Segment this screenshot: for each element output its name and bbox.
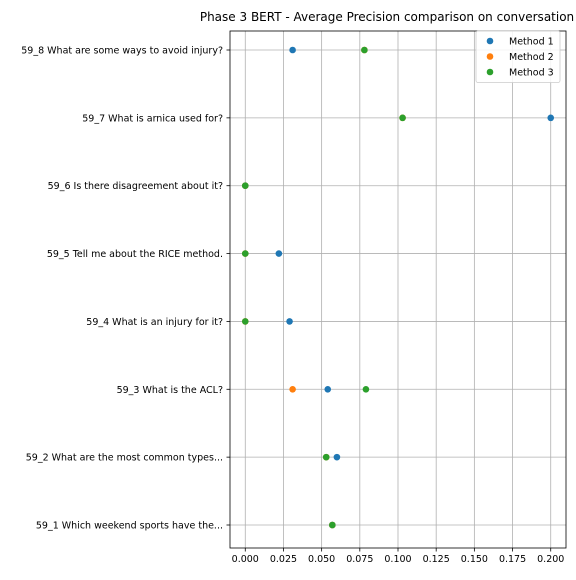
data-point-method-1 xyxy=(547,114,555,122)
legend-marker xyxy=(486,37,494,45)
x-tick-label: 0.100 xyxy=(384,554,411,565)
legend-box xyxy=(475,30,561,83)
category-label: 59_4 What is an injury for it? xyxy=(86,317,223,328)
data-point-method-3 xyxy=(399,114,406,122)
legend-marker xyxy=(486,68,494,76)
x-tick-label: 0.050 xyxy=(308,554,335,565)
legend: Method 1 Method 2 Method 3 xyxy=(475,30,561,83)
data-point-method-3 xyxy=(241,182,249,190)
x-tick-label: 0.000 xyxy=(232,554,259,565)
data-point-method-1 xyxy=(289,46,296,54)
data-point-method-3 xyxy=(329,521,336,529)
data-point-method-1 xyxy=(275,250,283,257)
category-label: 59_5 Tell me about the RICE method. xyxy=(47,249,223,260)
data-point-method-3 xyxy=(241,318,249,325)
legend-label: Method 3 xyxy=(509,68,554,79)
category-label: 59_3 What is the ACL? xyxy=(117,385,223,396)
category-label: 59_6 Is there disagreement about it? xyxy=(48,181,223,192)
x-tick-label: 0.075 xyxy=(346,554,373,565)
grid xyxy=(230,31,566,548)
category-label: 59_8 What are some ways to avoid injury? xyxy=(21,46,223,57)
data-points xyxy=(241,46,555,529)
axes: 0.000 0.025 0.050 0.075 0.100 0.125 0.150 0.175… xyxy=(21,30,567,565)
data-point-method-1 xyxy=(324,385,332,393)
x-tick-label: 0.200 xyxy=(537,554,564,565)
data-point-method-3 xyxy=(322,453,330,461)
x-tick-label: 0.150 xyxy=(461,554,488,565)
legend-label: Method 1 xyxy=(509,37,554,48)
data-point-method-1 xyxy=(286,318,293,325)
category-label: 59_1 Which weekend sports have the... xyxy=(36,521,223,532)
category-label: 59_2 What are the most common types... xyxy=(26,453,223,464)
legend-label: Method 2 xyxy=(509,52,554,63)
x-tick-label: 0.025 xyxy=(270,554,297,565)
legend-marker xyxy=(486,53,494,60)
category-label: 59_7 What is arnica used for? xyxy=(82,113,223,124)
x-tick-label: 0.125 xyxy=(423,554,450,565)
data-point-method-2 xyxy=(289,385,296,393)
chart-title: Phase 3 BERT - Average Precision compari… xyxy=(200,10,574,24)
data-point-method-3 xyxy=(362,385,370,393)
data-point-method-3 xyxy=(361,46,368,54)
data-point-method-1 xyxy=(333,453,341,461)
x-tick-label: 0.175 xyxy=(499,554,526,565)
plot-frame xyxy=(229,30,567,549)
data-point-method-3 xyxy=(241,250,249,257)
